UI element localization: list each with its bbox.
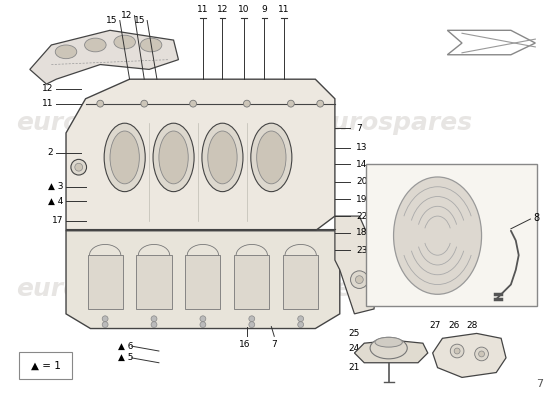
Text: 8: 8 <box>534 213 540 223</box>
Polygon shape <box>30 30 178 84</box>
Circle shape <box>450 344 464 358</box>
Circle shape <box>200 322 206 328</box>
Ellipse shape <box>251 123 292 192</box>
Polygon shape <box>136 255 172 309</box>
Polygon shape <box>447 30 535 55</box>
Circle shape <box>298 322 304 328</box>
Polygon shape <box>433 334 506 378</box>
Polygon shape <box>283 255 318 309</box>
Polygon shape <box>354 340 428 363</box>
FancyBboxPatch shape <box>19 352 72 379</box>
Text: 16: 16 <box>239 340 251 349</box>
Circle shape <box>75 163 82 171</box>
Text: 22: 22 <box>356 212 367 220</box>
Polygon shape <box>66 231 340 328</box>
Text: 11: 11 <box>197 5 208 14</box>
Ellipse shape <box>208 131 237 184</box>
Ellipse shape <box>159 131 188 184</box>
Text: 12: 12 <box>217 5 228 14</box>
Circle shape <box>317 100 323 107</box>
Ellipse shape <box>104 123 145 192</box>
Polygon shape <box>66 79 335 231</box>
Text: ▲ 6: ▲ 6 <box>118 342 133 351</box>
Text: 10: 10 <box>238 5 250 14</box>
Text: 20: 20 <box>356 177 368 186</box>
Circle shape <box>355 276 363 284</box>
Text: 18: 18 <box>356 228 368 237</box>
Circle shape <box>71 159 86 175</box>
Ellipse shape <box>375 337 403 347</box>
Circle shape <box>97 100 103 107</box>
Text: eurospares: eurospares <box>168 278 326 302</box>
Text: eurospares: eurospares <box>16 111 174 135</box>
Circle shape <box>151 316 157 322</box>
Text: 15: 15 <box>134 16 145 25</box>
Circle shape <box>478 351 485 357</box>
Text: 2: 2 <box>48 148 53 157</box>
Text: 12: 12 <box>42 84 53 94</box>
Text: 19: 19 <box>356 195 368 204</box>
Circle shape <box>141 100 147 107</box>
FancyBboxPatch shape <box>366 164 537 306</box>
Ellipse shape <box>85 38 106 52</box>
Ellipse shape <box>140 38 162 52</box>
Polygon shape <box>185 255 221 309</box>
Text: 7: 7 <box>356 124 362 132</box>
Circle shape <box>190 100 196 107</box>
Ellipse shape <box>153 123 194 192</box>
Text: 9: 9 <box>262 5 267 14</box>
Text: 12: 12 <box>121 11 133 20</box>
Ellipse shape <box>55 45 77 59</box>
Text: eurospares: eurospares <box>168 111 326 135</box>
Text: 15: 15 <box>106 16 118 25</box>
Text: 14: 14 <box>356 160 368 169</box>
Ellipse shape <box>110 131 139 184</box>
Circle shape <box>151 322 157 328</box>
Text: ▲ = 1: ▲ = 1 <box>31 361 60 371</box>
Ellipse shape <box>394 177 482 294</box>
Text: 28: 28 <box>466 321 477 330</box>
Text: 24: 24 <box>349 344 360 352</box>
Circle shape <box>249 316 255 322</box>
Ellipse shape <box>202 123 243 192</box>
Text: 21: 21 <box>349 363 360 372</box>
Text: eurospares: eurospares <box>16 278 174 302</box>
Circle shape <box>200 316 206 322</box>
Circle shape <box>288 100 294 107</box>
Text: 25: 25 <box>349 329 360 338</box>
Text: ▲ 4: ▲ 4 <box>48 197 63 206</box>
Circle shape <box>249 322 255 328</box>
Text: eurospares: eurospares <box>334 278 492 302</box>
Text: 7: 7 <box>271 340 277 349</box>
Ellipse shape <box>370 337 407 359</box>
Circle shape <box>454 348 460 354</box>
Text: 13: 13 <box>356 143 368 152</box>
Text: ▲ 5: ▲ 5 <box>118 353 133 362</box>
Text: 7: 7 <box>536 379 543 389</box>
Polygon shape <box>234 255 270 309</box>
Polygon shape <box>87 255 123 309</box>
Circle shape <box>350 271 368 288</box>
Text: 26: 26 <box>448 321 460 330</box>
Text: 23: 23 <box>356 246 368 255</box>
Text: 11: 11 <box>278 5 290 14</box>
Text: 11: 11 <box>42 99 53 108</box>
Ellipse shape <box>114 35 135 49</box>
Circle shape <box>102 316 108 322</box>
Circle shape <box>102 322 108 328</box>
Text: eurospares: eurospares <box>315 111 472 135</box>
Polygon shape <box>335 216 379 314</box>
Text: ▲ 3: ▲ 3 <box>48 182 63 191</box>
Ellipse shape <box>257 131 286 184</box>
Circle shape <box>475 347 488 361</box>
Circle shape <box>298 316 304 322</box>
Circle shape <box>244 100 250 107</box>
Text: 17: 17 <box>52 216 63 226</box>
Text: 27: 27 <box>429 321 441 330</box>
